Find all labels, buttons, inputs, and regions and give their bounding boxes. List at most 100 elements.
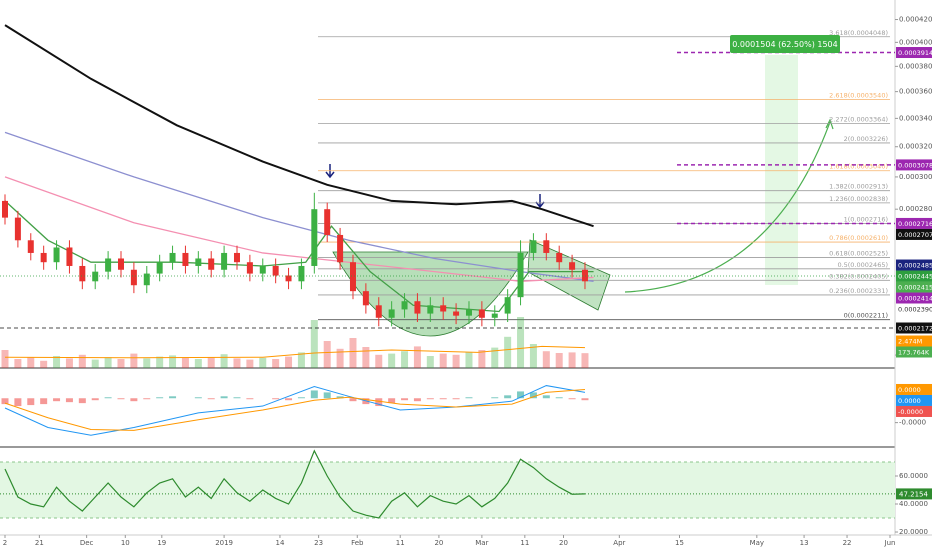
macd-histogram <box>401 398 409 401</box>
x-tick-label: 10 <box>121 539 130 547</box>
candle-body <box>427 305 434 314</box>
candle-body <box>569 262 576 270</box>
x-tick-label: 11 <box>520 539 529 547</box>
volume-bar <box>27 357 35 368</box>
price-badge-label: 0.0002390 <box>898 306 932 314</box>
candle-body <box>298 265 305 282</box>
macd-histogram <box>27 398 35 406</box>
macd-histogram <box>169 396 177 399</box>
candle-body <box>130 269 137 286</box>
volume-bar <box>491 347 499 368</box>
macd-histogram <box>375 398 383 407</box>
arrow-marker <box>535 194 545 209</box>
fib-label: 0.618(0.0002525) <box>829 250 888 258</box>
candle-body <box>530 240 537 253</box>
volume-bar <box>349 338 357 368</box>
moving-average <box>4 200 594 313</box>
price-badge-label: 0.0003914 <box>898 49 932 57</box>
fib-label: 3.618(0.0004048) <box>829 29 888 37</box>
volume-bar <box>426 356 434 368</box>
candle-body <box>414 301 421 314</box>
fib-label: 2.618(0.0003540) <box>829 91 888 99</box>
price-badge <box>896 383 932 395</box>
x-tick-label: 20 <box>434 539 443 547</box>
fib-label: 1.618(0.0003040) <box>829 163 888 171</box>
macd-histogram <box>220 396 228 399</box>
candle-body <box>543 240 550 253</box>
volume-bar <box>568 352 576 368</box>
volume-bar <box>362 347 370 368</box>
price-badge <box>896 322 932 334</box>
volume-bar <box>336 348 344 368</box>
candle-body <box>491 313 498 318</box>
macd-histogram <box>53 398 61 402</box>
moving-average <box>4 24 594 228</box>
candle-body <box>2 200 8 218</box>
volume-bar <box>220 354 228 368</box>
macd-histogram <box>272 398 280 400</box>
price-badge-label: 0.0003078 <box>898 161 932 169</box>
price-badge-label: 173.764K <box>898 349 930 357</box>
candle-body <box>465 309 472 316</box>
x-tick-label: 15 <box>675 539 684 547</box>
volume-bar <box>529 344 537 368</box>
volume-bar <box>259 357 267 368</box>
macd-histogram <box>336 396 344 399</box>
rsi-band <box>0 462 895 519</box>
candle-body <box>311 209 318 266</box>
volume-bar <box>465 352 473 368</box>
volume-bar <box>78 354 86 368</box>
candle-body <box>195 258 202 266</box>
volume-bar <box>207 357 215 368</box>
macd-histogram <box>465 397 473 399</box>
candle-body <box>117 258 124 270</box>
macd-histogram <box>529 392 537 399</box>
price-badge-label: 0.0000 <box>898 386 921 394</box>
volume-bar <box>117 359 125 368</box>
volume-bar <box>246 359 254 368</box>
macd-line <box>4 388 586 431</box>
measure-zone <box>765 55 798 285</box>
x-tick-label: Feb <box>351 539 364 547</box>
x-tick-label: 23 <box>314 539 323 547</box>
price-badge <box>896 292 932 304</box>
fib-label: 0.5(0.0002465) <box>837 261 888 269</box>
x-tick-label: 14 <box>275 539 284 547</box>
volume-bar <box>581 353 589 368</box>
price-badge <box>896 303 932 315</box>
macd-histogram <box>143 398 151 400</box>
volume-bar <box>542 351 550 368</box>
candle-body <box>401 301 408 310</box>
macd-histogram <box>426 398 434 400</box>
candle-body <box>285 275 292 282</box>
price-badge-label: 2.474M <box>898 338 922 346</box>
x-tick-label: Jun <box>884 539 896 547</box>
price-badge <box>896 259 932 271</box>
candle-body <box>208 258 215 270</box>
y-tick-label: 0.0002800 <box>899 205 932 213</box>
macd-histogram <box>246 398 254 400</box>
volume-bar <box>297 352 305 368</box>
price-badge-label: 0.0002172 <box>898 325 932 333</box>
fib-label: 0.236(0.0002331) <box>829 287 888 295</box>
macd-histogram <box>349 398 357 402</box>
candle-body <box>504 297 511 314</box>
candle-body <box>66 247 73 266</box>
price-badge <box>896 346 932 358</box>
volume-bar <box>91 359 99 368</box>
candle-body <box>40 252 47 263</box>
candle-body <box>259 265 266 274</box>
candle-body <box>556 252 563 263</box>
fib-label: 1.382(0.0002913) <box>829 183 888 191</box>
volume-bar <box>413 346 421 368</box>
candle-body <box>27 240 34 253</box>
volume-bar <box>130 353 138 368</box>
macd-histogram <box>581 398 589 401</box>
candle-body <box>221 252 228 270</box>
volume-bar <box>169 355 177 368</box>
price-badge <box>896 405 932 417</box>
